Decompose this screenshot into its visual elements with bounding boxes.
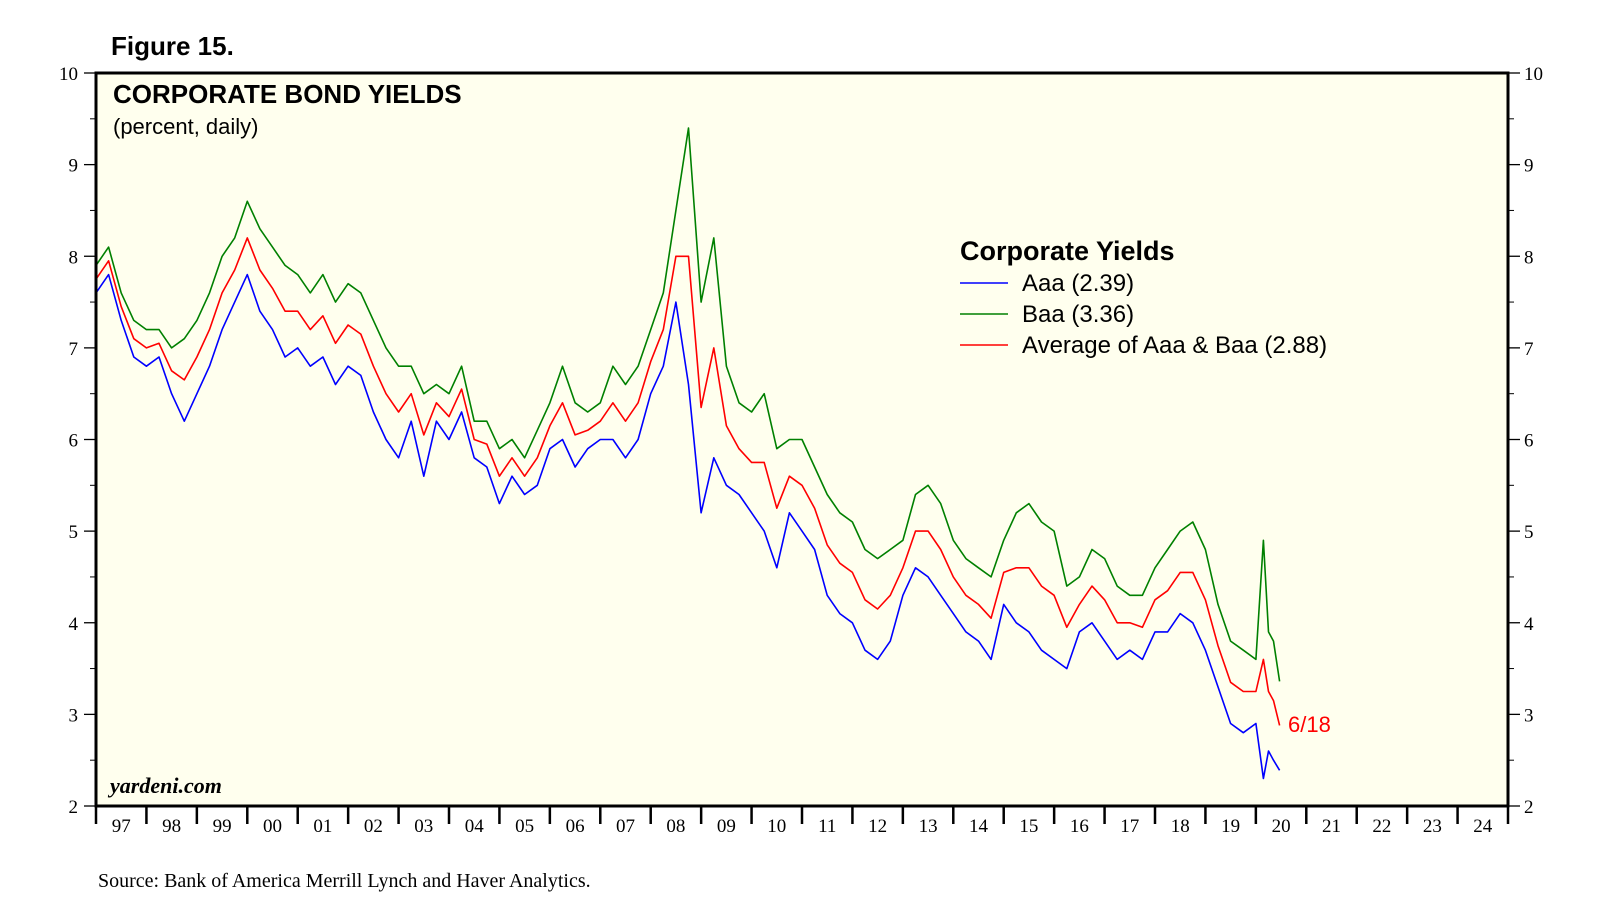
x-tick-label: 05 [515, 816, 534, 837]
y-tick-label-right: 8 [1524, 247, 1534, 268]
x-tick-label: 20 [1272, 816, 1291, 837]
legend-title: Corporate Yields [960, 236, 1175, 266]
series-aaa-line [95, 273, 1281, 780]
y-tick-label-right: 7 [1524, 339, 1534, 360]
end-date-label: 6/18 [1288, 712, 1331, 737]
chart-subtitle: (percent, daily) [113, 114, 259, 139]
x-tick-label: 98 [162, 816, 181, 837]
x-tick-label: 01 [313, 816, 332, 837]
y-tick-label-right: 3 [1524, 705, 1534, 726]
y-tick-label-left: 6 [69, 431, 79, 452]
x-tick-label: 17 [1120, 816, 1139, 837]
legend: Corporate Yields Aaa (2.39) Baa (3.36) A… [960, 236, 1327, 359]
legend-label-aaa: Aaa (2.39) [1022, 270, 1134, 297]
y-tick-label-left: 4 [69, 614, 79, 635]
x-tick-label: 13 [919, 816, 938, 837]
x-tick-label: 00 [263, 816, 282, 837]
series-baa-line [95, 127, 1281, 682]
x-tick-label: 97 [112, 816, 131, 837]
x-tick-label: 14 [969, 816, 989, 837]
figure-label: Figure 15. [111, 31, 234, 61]
x-tick-label: 02 [364, 816, 383, 837]
x-tick-label: 08 [666, 816, 685, 837]
y-tick-label-left: 7 [69, 339, 79, 360]
x-tick-label: 10 [767, 816, 786, 837]
y-tick-label-right: 6 [1524, 431, 1534, 452]
x-tick-label: 12 [868, 816, 887, 837]
x-tick-label: 09 [717, 816, 736, 837]
series-layer [95, 127, 1281, 780]
y-tick-label-right: 4 [1524, 614, 1534, 635]
watermark: yardeni.com [107, 773, 222, 798]
y-tick-label-left: 3 [69, 705, 79, 726]
chart-title: CORPORATE BOND YIELDS [113, 79, 462, 109]
legend-label-avg: Average of Aaa & Baa (2.88) [1022, 332, 1327, 359]
series-average-line [95, 237, 1281, 726]
x-tick-label: 15 [1019, 816, 1038, 837]
source-note: Source: Bank of America Merrill Lynch an… [98, 870, 591, 892]
x-tick-label: 22 [1372, 816, 1391, 837]
x-tick-label: 04 [465, 816, 485, 837]
y-tick-label-left: 5 [69, 522, 79, 543]
y-tick-label-left: 10 [59, 64, 78, 85]
x-tick-label: 23 [1423, 816, 1442, 837]
x-tick-label: 03 [414, 816, 433, 837]
y-tick-label-right: 10 [1524, 64, 1543, 85]
legend-label-baa: Baa (3.36) [1022, 301, 1134, 328]
x-tick-label: 16 [1070, 816, 1089, 837]
x-tick-label: 11 [818, 816, 836, 837]
x-tick-label: 19 [1221, 816, 1240, 837]
y-tick-label-right: 9 [1524, 156, 1534, 177]
y-tick-label-right: 5 [1524, 522, 1534, 543]
x-tick-label: 07 [616, 816, 635, 837]
x-tick-label: 24 [1473, 816, 1493, 837]
x-tick-label: 06 [566, 816, 585, 837]
x-tick-label: 21 [1322, 816, 1341, 837]
y-tick-label-left: 2 [69, 797, 79, 818]
x-tick-label: 18 [1171, 816, 1190, 837]
y-tick-label-left: 9 [69, 156, 79, 177]
x-tick-label: 99 [213, 816, 232, 837]
y-tick-label-right: 2 [1524, 797, 1534, 818]
y-tick-label-left: 8 [69, 247, 79, 268]
